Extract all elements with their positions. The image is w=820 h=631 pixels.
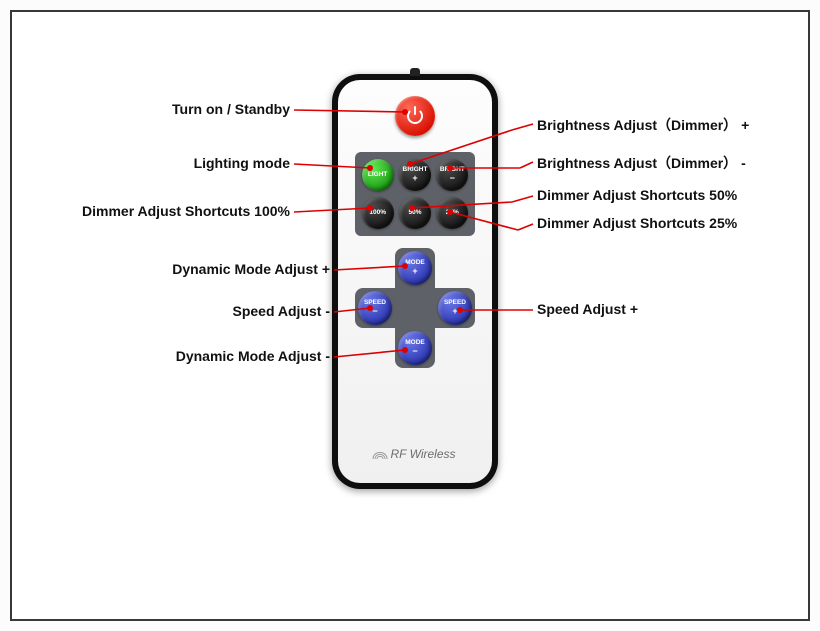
light-button-label: LIGHT	[368, 172, 388, 179]
bright-plus-sub: +	[412, 174, 417, 183]
button-grid: LIGHT BRIGHT + BRIGHT − 100%	[355, 152, 475, 236]
mode-plus-sub: +	[412, 267, 417, 276]
dpad: MODE + MODE − SPEED	[355, 248, 475, 368]
light-button[interactable]: LIGHT	[362, 159, 394, 191]
ir-emitter-tip	[410, 68, 420, 76]
power-button[interactable]	[395, 96, 435, 136]
button-panel: LIGHT BRIGHT + BRIGHT − 100%	[355, 152, 475, 368]
callout-pct100: Dimmer Adjust Shortcuts 100%	[82, 203, 290, 219]
remote-body: LIGHT BRIGHT + BRIGHT − 100%	[332, 74, 498, 489]
outer-frame: LIGHT BRIGHT + BRIGHT − 100%	[0, 0, 820, 631]
callout-speed_plus: Speed Adjust +	[537, 301, 638, 317]
pct25-button[interactable]: 25%	[436, 197, 468, 229]
callout-power: Turn on / Standby	[172, 101, 290, 117]
rf-text: RF Wireless	[390, 447, 455, 461]
mode-minus-sub: −	[412, 347, 417, 356]
callout-light: Lighting mode	[194, 155, 290, 171]
remote-face: LIGHT BRIGHT + BRIGHT − 100%	[338, 80, 492, 483]
speed-minus-button[interactable]: SPEED −	[358, 291, 392, 325]
bright-plus-button[interactable]: BRIGHT +	[399, 159, 431, 191]
callout-mode_plus: Dynamic Mode Adjust +	[172, 261, 330, 277]
callout-speed_minus: Speed Adjust -	[233, 303, 331, 319]
speed-plus-button[interactable]: SPEED +	[438, 291, 472, 325]
callout-mode_minus: Dynamic Mode Adjust -	[176, 348, 330, 364]
pct50-button[interactable]: 50%	[399, 197, 431, 229]
pct100-button[interactable]: 100%	[362, 197, 394, 229]
callout-bright_minus: Brightness Adjust（Dimmer） -	[537, 153, 746, 173]
callout-bright_plus: Brightness Adjust（Dimmer） +	[537, 115, 749, 135]
speed-minus-sub: −	[372, 307, 377, 316]
bright-minus-button[interactable]: BRIGHT −	[436, 159, 468, 191]
bright-minus-sub: −	[450, 174, 455, 183]
pct50-label: 50%	[408, 210, 421, 217]
callout-pct25: Dimmer Adjust Shortcuts 25%	[537, 215, 737, 231]
power-icon	[407, 108, 423, 124]
callout-pct50: Dimmer Adjust Shortcuts 50%	[537, 187, 737, 203]
speed-plus-sub: +	[452, 307, 457, 316]
diagram-frame: LIGHT BRIGHT + BRIGHT − 100%	[10, 10, 810, 621]
mode-plus-button[interactable]: MODE +	[398, 251, 432, 285]
rf-wireless-label: RF Wireless	[338, 447, 492, 461]
rf-wave-icon	[374, 449, 386, 459]
mode-minus-button[interactable]: MODE −	[398, 331, 432, 365]
pct100-label: 100%	[369, 210, 386, 217]
pct25-label: 25%	[446, 210, 459, 217]
